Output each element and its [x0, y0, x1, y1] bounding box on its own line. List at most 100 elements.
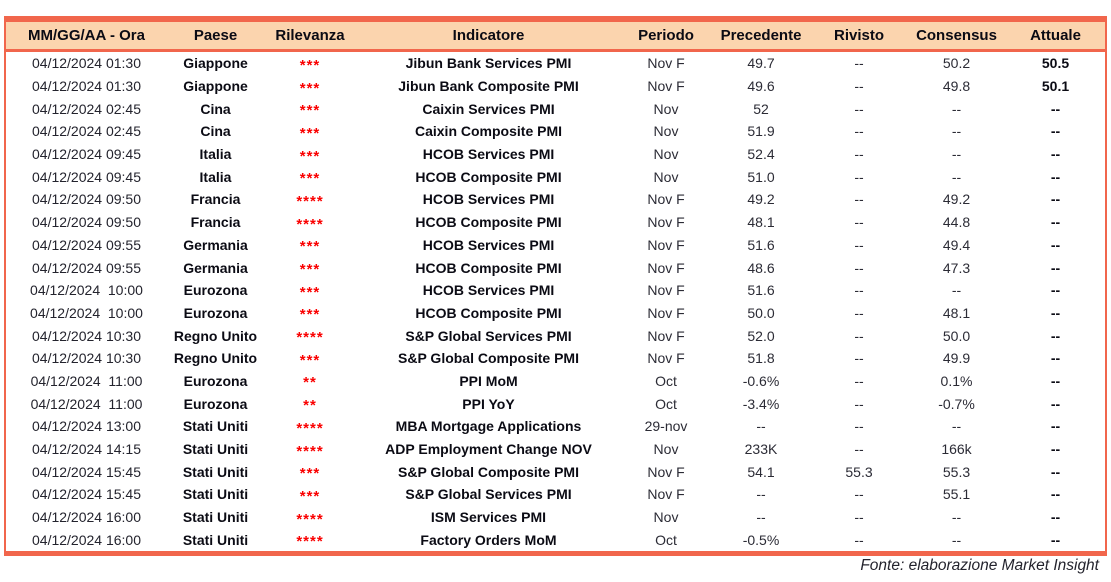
cell-indicator: HCOB Composite PMI — [415, 304, 562, 321]
column-header-actual: Attuale — [1006, 19, 1106, 52]
cell-datetime: 04/12/2024 11:00 — [30, 395, 143, 412]
cell-relevance: *** — [264, 75, 356, 98]
cell-country: Francia — [190, 214, 241, 231]
cell-previous: 51.8 — [747, 350, 775, 367]
cell-period: Nov — [653, 441, 679, 458]
cell-revised: -- — [854, 395, 864, 412]
column-header-previous: Precedente — [711, 19, 811, 52]
cell-previous: -0.6% — [742, 372, 780, 389]
cell-consensus: 44.8 — [942, 214, 971, 231]
cell-revised: -- — [854, 236, 864, 253]
cell-revised: -- — [854, 509, 864, 526]
table-row: 04/12/2024 14:15 Stati Uniti **** ADP Emplo… — [5, 438, 1106, 461]
cell-indicator: S&P Global Services PMI — [405, 486, 572, 503]
table-row: 04/12/2024 09:50 Francia **** HCOB Services… — [5, 188, 1106, 211]
cell-country: Cina — [200, 123, 231, 140]
cell-previous: 52 — [753, 100, 769, 117]
cell-previous: 54.1 — [747, 463, 775, 480]
cell-datetime: 04/12/2024 10:00 — [30, 282, 143, 299]
cell-period: Nov F — [647, 191, 685, 208]
relevance-stars: *** — [299, 306, 321, 324]
table-row: 04/12/2024 10:00 Eurozona *** HCOB Services… — [5, 279, 1106, 302]
relevance-stars: *** — [299, 238, 321, 256]
relevance-stars: ** — [303, 397, 317, 415]
cell-datetime: 04/12/2024 09:50 — [32, 214, 141, 231]
cell-country: Giappone — [183, 78, 248, 95]
cell-actual: -- — [1050, 168, 1061, 185]
cell-revised: -- — [854, 531, 864, 548]
cell-relevance: *** — [264, 143, 356, 166]
cell-country: Stati Uniti — [182, 418, 249, 435]
cell-actual: -- — [1050, 531, 1061, 548]
cell-revised: -- — [854, 55, 864, 72]
cell-country: Stati Uniti — [182, 531, 249, 548]
cell-indicator: Caixin Services PMI — [422, 100, 555, 117]
table-row: 04/12/2024 16:00 Stati Uniti **** Factory O… — [5, 528, 1106, 553]
cell-revised: -- — [854, 123, 864, 140]
cell-indicator: Jibun Bank Composite PMI — [398, 78, 579, 95]
column-header-datetime: MM/GG/AA - Ora — [5, 19, 167, 52]
cell-revised: -- — [854, 486, 864, 503]
cell-previous: 52.4 — [747, 146, 775, 163]
relevance-stars: *** — [299, 147, 321, 165]
cell-consensus: 48.1 — [942, 304, 971, 321]
cell-previous: 51.9 — [747, 123, 775, 140]
cell-relevance: **** — [264, 506, 356, 529]
cell-indicator: Caixin Composite PMI — [414, 123, 563, 140]
cell-datetime: 04/12/2024 15:45 — [32, 486, 141, 503]
table-header-row: MM/GG/AA - Ora Paese Rilevanza Indicatore Pe… — [5, 19, 1106, 52]
relevance-stars: *** — [299, 102, 321, 120]
cell-previous: 50.0 — [747, 304, 775, 321]
cell-actual: -- — [1050, 123, 1061, 140]
cell-consensus: 47.3 — [942, 259, 971, 276]
cell-period: Nov F — [647, 463, 685, 480]
cell-indicator: S&P Global Services PMI — [405, 327, 572, 344]
relevance-stars: *** — [299, 283, 321, 301]
relevance-stars: *** — [299, 465, 321, 483]
cell-previous: 49.7 — [747, 55, 775, 72]
cell-indicator: S&P Global Composite PMI — [398, 463, 579, 480]
cell-actual: -- — [1050, 146, 1061, 163]
cell-datetime: 04/12/2024 15:45 — [32, 463, 141, 480]
cell-indicator: HCOB Composite PMI — [415, 214, 562, 231]
cell-consensus: 0.1% — [940, 372, 973, 389]
cell-indicator: HCOB Services PMI — [422, 146, 555, 163]
cell-period: Oct — [655, 395, 677, 412]
cell-consensus: 49.4 — [942, 236, 971, 253]
cell-consensus: -- — [951, 509, 962, 526]
cell-indicator: HCOB Services PMI — [422, 282, 555, 299]
cell-relevance: *** — [264, 460, 356, 483]
column-header-revised: Rivisto — [811, 19, 907, 52]
table-row: 04/12/2024 01:30 Giappone *** Jibun Bank Co… — [5, 75, 1106, 98]
table-row: 04/12/2024 01:30 Giappone *** Jibun Bank Se… — [5, 51, 1106, 75]
relevance-stars: **** — [296, 215, 324, 233]
cell-actual: 50.1 — [1041, 78, 1070, 95]
relevance-stars: *** — [299, 261, 321, 279]
cell-consensus: -- — [951, 146, 962, 163]
table-row: 04/12/2024 09:45 Italia *** HCOB Composite … — [5, 165, 1106, 188]
cell-datetime: 04/12/2024 10:30 — [32, 327, 141, 344]
cell-relevance: **** — [264, 438, 356, 461]
cell-actual: -- — [1050, 372, 1061, 389]
cell-previous: -- — [756, 418, 766, 435]
cell-relevance: ** — [264, 370, 356, 393]
cell-consensus: -- — [951, 123, 962, 140]
cell-datetime: 04/12/2024 13:00 — [32, 418, 141, 435]
cell-indicator: PPI MoM — [459, 372, 518, 389]
cell-datetime: 04/12/2024 09:55 — [32, 236, 141, 253]
cell-consensus: -- — [951, 418, 962, 435]
cell-relevance: *** — [264, 256, 356, 279]
cell-actual: -- — [1050, 486, 1061, 503]
table-row: 04/12/2024 10:00 Eurozona *** HCOB Composit… — [5, 302, 1106, 325]
economic-calendar-table: MM/GG/AA - Ora Paese Rilevanza Indicatore Pe… — [4, 16, 1107, 557]
cell-period: Nov F — [647, 259, 685, 276]
cell-datetime: 04/12/2024 02:45 — [32, 123, 141, 140]
cell-revised: -- — [854, 372, 864, 389]
relevance-stars: *** — [299, 351, 321, 369]
cell-consensus: 166k — [941, 441, 972, 458]
cell-indicator: HCOB Composite PMI — [415, 259, 562, 276]
cell-actual: -- — [1050, 418, 1061, 435]
cell-period: Nov — [653, 168, 679, 185]
cell-previous: 48.1 — [747, 214, 775, 231]
cell-period: Nov F — [647, 282, 685, 299]
